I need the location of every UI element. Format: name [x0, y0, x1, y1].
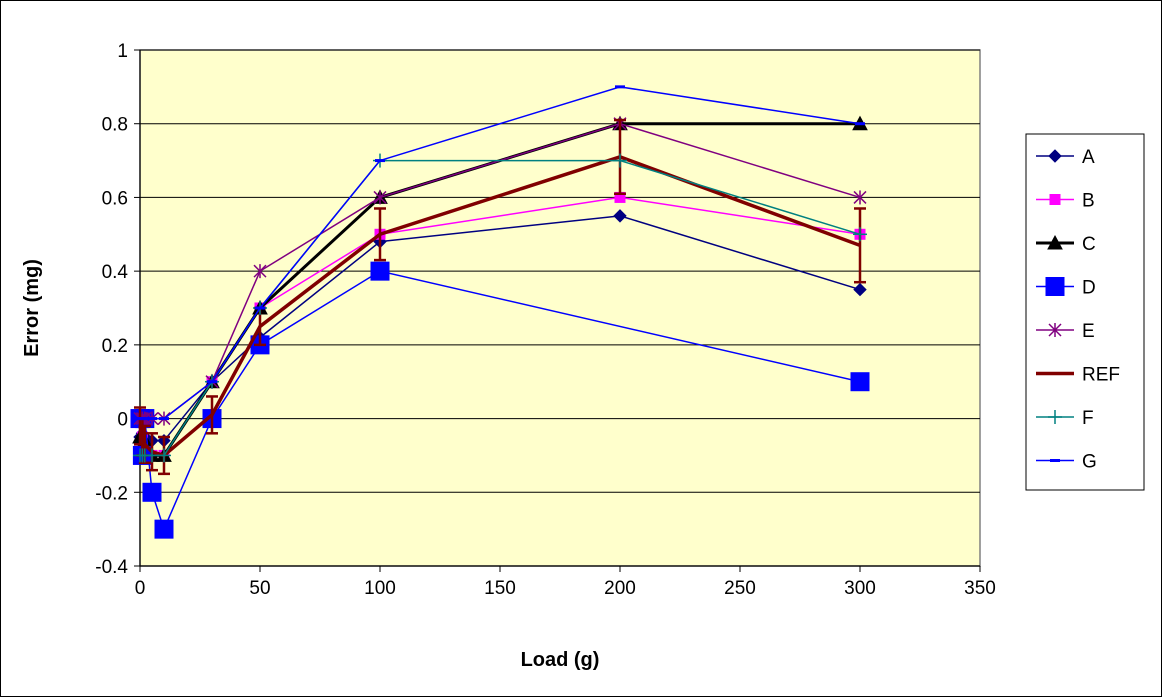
data-point-f [157, 448, 171, 463]
legend-entry-e: E [1036, 321, 1095, 342]
x-tick-label: 50 [249, 578, 270, 599]
x-tick-label: 150 [484, 578, 516, 599]
data-point-d [154, 519, 174, 539]
x-tick-label: 100 [364, 578, 396, 599]
legend-entry-d: D [1036, 277, 1096, 299]
legend-entry-c: C [1036, 234, 1096, 255]
data-point-f [613, 153, 627, 168]
legend-marker-c [1047, 234, 1063, 250]
legend-marker-e [1048, 323, 1062, 337]
y-tick-label: 0.8 [102, 115, 128, 136]
data-point-d [850, 372, 870, 392]
legend-entry-f: F [1036, 408, 1094, 429]
legend-label-c: C [1082, 234, 1096, 255]
data-point-f [145, 448, 159, 463]
legend-entry-a: A [1036, 147, 1095, 168]
data-point-d [370, 261, 390, 281]
axes [134, 49, 981, 572]
series-g [135, 85, 865, 421]
data-point-a [613, 209, 627, 223]
x-tick-label: 350 [964, 578, 996, 599]
y-tick-label: 1 [117, 41, 128, 62]
y-tick-label: 0 [117, 410, 128, 431]
legend-label-b: B [1082, 191, 1095, 212]
y-tick-label: 0.4 [102, 262, 129, 283]
plot-area [139, 49, 981, 567]
data-point-a [853, 282, 867, 297]
legend-marker-b [1049, 194, 1061, 205]
x-tick-label: 250 [724, 578, 756, 599]
error-bar-ref [374, 207, 386, 262]
legend-label-g: G [1082, 452, 1097, 473]
gridlines [140, 49, 980, 493]
legend-label-a: A [1082, 147, 1095, 168]
y-tick-label: -0.2 [95, 483, 128, 504]
data-point-e [853, 190, 867, 205]
data-point-e [253, 264, 267, 279]
legend-marker-d [1045, 277, 1065, 296]
y-tick-label: -0.4 [95, 557, 128, 578]
data-point-e [373, 190, 387, 205]
legend-label-ref: REF [1082, 365, 1120, 386]
error-bar-ref [206, 395, 218, 435]
legend-box [1025, 133, 1145, 491]
error-bar-ref [854, 207, 866, 284]
x-tick-label: 0 [135, 578, 146, 599]
data-point-d [142, 482, 162, 502]
series-layer [130, 85, 870, 539]
y-tick-label: 0.2 [102, 336, 128, 357]
legend-label-e: E [1082, 321, 1095, 342]
legend: A B C D E REF F G [1025, 133, 1145, 491]
y-axis-title: Error (mg) [21, 259, 43, 357]
legend-entry-g: G [1036, 452, 1097, 473]
x-tick-label: 200 [604, 578, 636, 599]
legend-marker-a [1048, 149, 1062, 163]
y-tick-label: 0.6 [102, 188, 128, 209]
tick-labels: -0.4 -0.2 0 0.2 0.4 0.6 0.8 1 0 50 100 150 200 250 300… [95, 41, 996, 599]
legend-label-f: F [1082, 408, 1094, 429]
legend-entry-ref: REF [1036, 365, 1120, 386]
x-tick-label: 300 [844, 578, 876, 599]
legend-entry-b: B [1036, 191, 1095, 212]
legend-marker-f [1048, 410, 1062, 424]
data-point-f [853, 227, 867, 242]
x-axis-title: Load (g) [521, 649, 600, 671]
legend-label-d: D [1082, 278, 1096, 299]
